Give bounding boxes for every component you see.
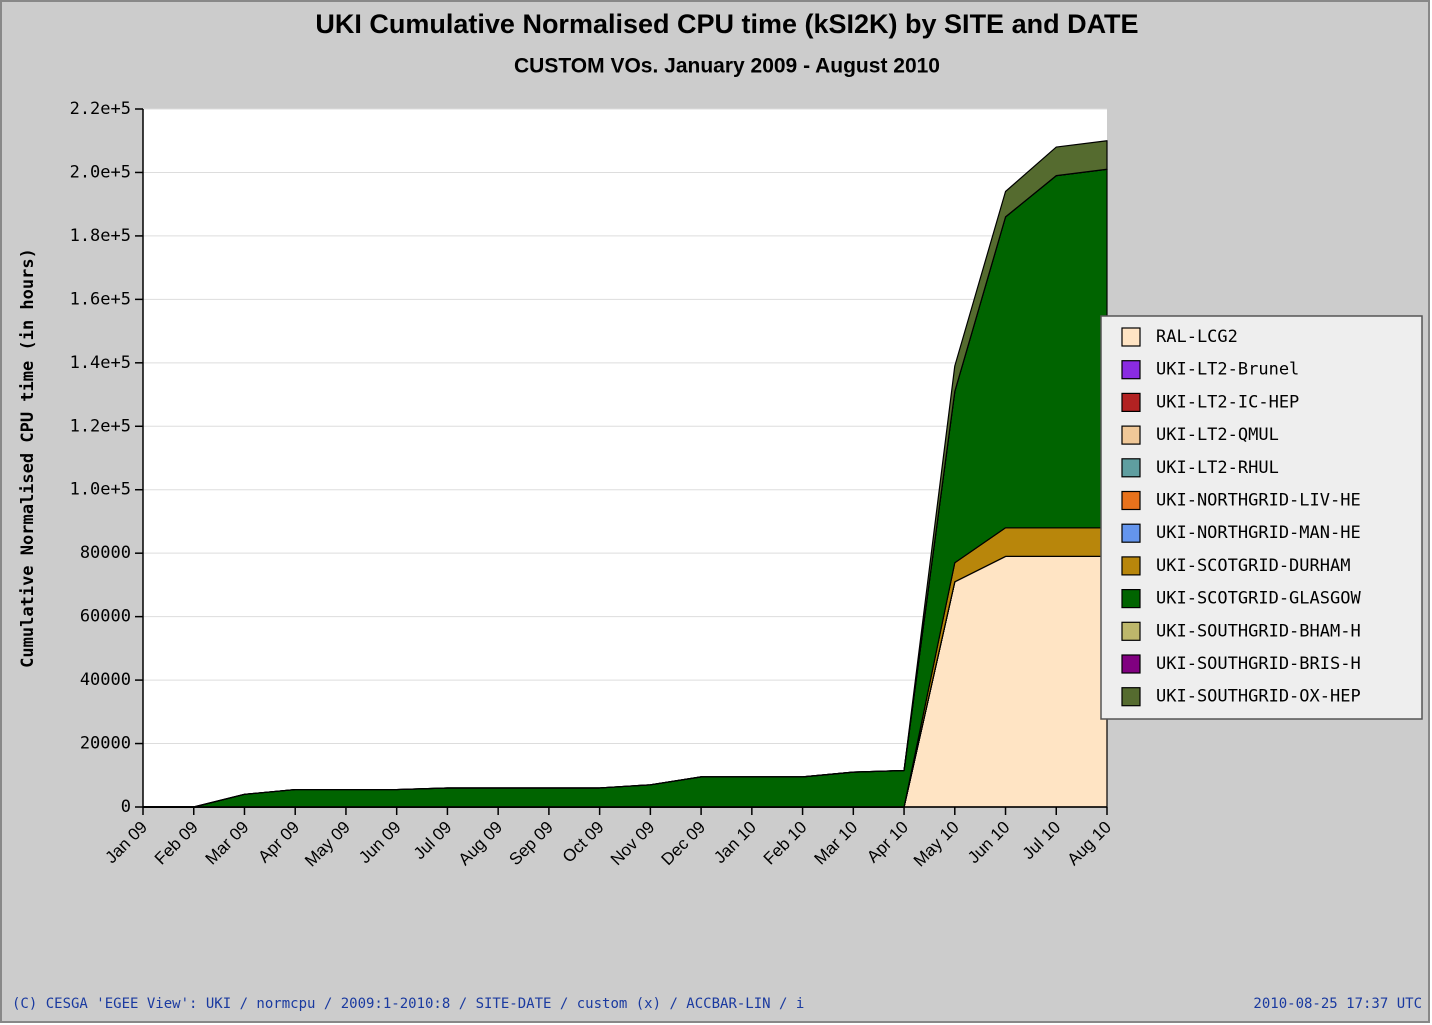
- y-tick-label: 1.8e+5: [70, 226, 131, 246]
- legend-label: UKI-SCOTGRID-DURHAM: [1156, 556, 1350, 576]
- chart-subtitle: CUSTOM VOs. January 2009 - August 2010: [514, 55, 940, 78]
- legend-label: UKI-LT2-RHUL: [1156, 458, 1279, 478]
- legend-swatch: [1121, 458, 1141, 478]
- legend-swatch: [1121, 687, 1141, 707]
- y-tick-label: 1.0e+5: [70, 480, 131, 500]
- legend-label: UKI-NORTHGRID-LIV-HE: [1156, 491, 1361, 511]
- legend-label: UKI-LT2-Brunel: [1156, 360, 1299, 380]
- y-tick-label: 20000: [80, 734, 131, 754]
- legend-label: RAL-LCG2: [1156, 327, 1238, 347]
- y-tick-label: 80000: [80, 543, 131, 563]
- legend-label: UKI-NORTHGRID-MAN-HE: [1156, 523, 1361, 543]
- footer-right: 2010-08-25 17:37 UTC: [1253, 996, 1422, 1012]
- y-tick-label: 1.4e+5: [70, 353, 131, 373]
- chart-title: UKI Cumulative Normalised CPU time (kSI2…: [315, 9, 1138, 39]
- y-tick-label: 1.6e+5: [70, 289, 131, 309]
- y-tick-label: 0: [121, 797, 131, 817]
- legend-label: UKI-LT2-IC-HEP: [1156, 392, 1299, 412]
- legend-swatch: [1121, 327, 1141, 347]
- legend-swatch: [1121, 392, 1141, 412]
- legend-swatch: [1121, 490, 1141, 511]
- legend: RAL-LCG2 UKI-LT2-Brunel UKI-LT2-IC-HEP UKI-…: [1100, 315, 1423, 720]
- area: [142, 140, 1108, 808]
- legend-swatch: [1121, 360, 1141, 380]
- legend-box: [1100, 315, 1423, 720]
- legend-swatch: [1121, 621, 1141, 641]
- y-axis-label: Cumulative Normalised CPU time (in hours…: [18, 248, 38, 668]
- y-tick-label: 1.2e+5: [70, 416, 131, 436]
- y-tick-label: 2.0e+5: [70, 162, 131, 182]
- y-tick-label: 60000: [80, 607, 131, 627]
- legend-swatch: [1121, 556, 1141, 576]
- legend-label: UKI-SCOTGRID-GLASGOW: [1156, 589, 1361, 609]
- legend-label: UKI-SOUTHGRID-BHAM-H: [1156, 621, 1361, 641]
- legend-swatch: [1121, 588, 1141, 609]
- legend-label: UKI-SOUTHGRID-OX-HEP: [1156, 687, 1361, 707]
- legend-swatch: [1121, 425, 1141, 445]
- legend-swatch: [1121, 523, 1141, 543]
- legend-label: UKI-SOUTHGRID-BRIS-H: [1156, 654, 1361, 674]
- legend-swatch: [1121, 654, 1141, 674]
- legend-label: UKI-LT2-QMUL: [1156, 425, 1279, 445]
- y-tick-label: 2.2e+5: [70, 99, 131, 119]
- y-tick-label: 40000: [80, 670, 131, 690]
- footer-left: (C) CESGA 'EGEE View': UKI / normcpu / 2…: [12, 996, 804, 1012]
